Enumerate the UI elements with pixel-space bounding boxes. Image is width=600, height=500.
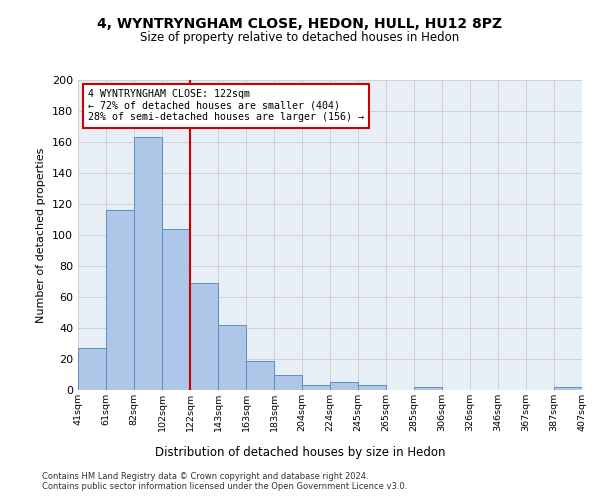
Text: Contains HM Land Registry data © Crown copyright and database right 2024.: Contains HM Land Registry data © Crown c…: [42, 472, 368, 481]
Text: Contains public sector information licensed under the Open Government Licence v3: Contains public sector information licen…: [42, 482, 407, 491]
Bar: [106, 210, 134, 390]
Bar: [414, 387, 442, 390]
Bar: [554, 387, 582, 390]
Bar: [330, 382, 358, 390]
Text: Size of property relative to detached houses in Hedon: Size of property relative to detached ho…: [140, 31, 460, 44]
Bar: [274, 374, 302, 390]
Bar: [162, 229, 190, 390]
Bar: [78, 348, 106, 390]
Bar: [302, 386, 330, 390]
Y-axis label: Number of detached properties: Number of detached properties: [37, 148, 46, 322]
Bar: [246, 360, 274, 390]
Bar: [358, 386, 386, 390]
Bar: [134, 138, 162, 390]
Text: Distribution of detached houses by size in Hedon: Distribution of detached houses by size …: [155, 446, 445, 459]
Text: 4 WYNTRYNGHAM CLOSE: 122sqm
← 72% of detached houses are smaller (404)
28% of se: 4 WYNTRYNGHAM CLOSE: 122sqm ← 72% of det…: [88, 90, 364, 122]
Text: 4, WYNTRYNGHAM CLOSE, HEDON, HULL, HU12 8PZ: 4, WYNTRYNGHAM CLOSE, HEDON, HULL, HU12 …: [97, 18, 503, 32]
Bar: [190, 283, 218, 390]
Bar: [218, 325, 246, 390]
